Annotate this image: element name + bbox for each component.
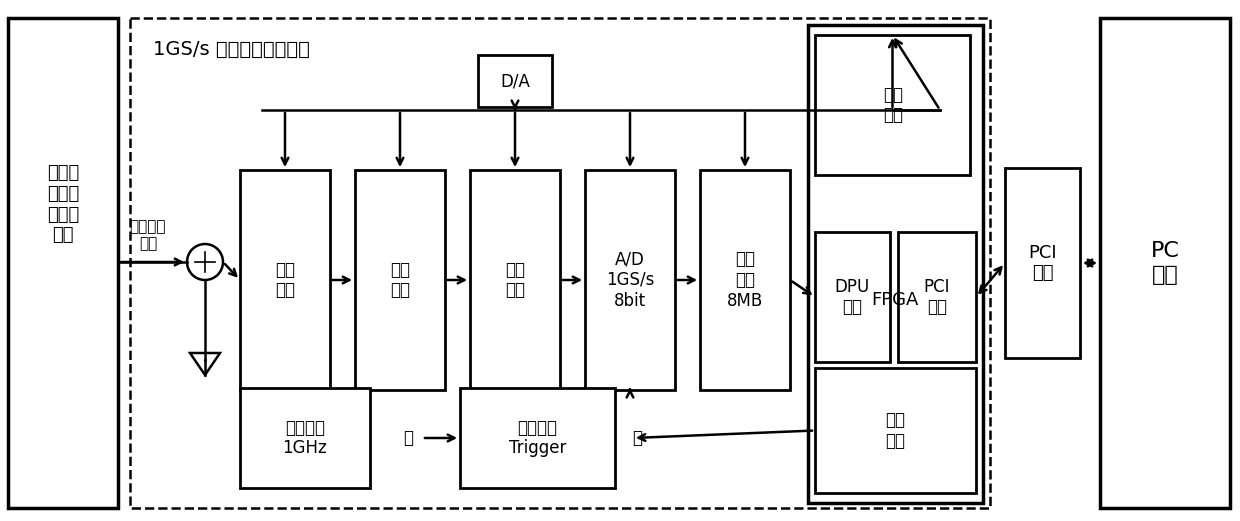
Text: 外: 外	[403, 429, 413, 447]
Text: PCI
接口: PCI 接口	[924, 278, 950, 316]
Text: 随机事
件电子
学探测
电路: 随机事 件电子 学探测 电路	[47, 164, 79, 244]
Bar	[1100, 18, 1230, 508]
Text: 放大
电路: 放大 电路	[505, 260, 525, 300]
Text: 采样
控制: 采样 控制	[883, 85, 903, 125]
Bar	[815, 368, 976, 493]
Text: FPGA: FPGA	[872, 291, 919, 309]
Text: DPU
单元: DPU 单元	[835, 278, 870, 316]
Text: 1GS/s 超高速数据采集卡: 1GS/s 超高速数据采集卡	[153, 40, 310, 59]
Bar	[1004, 168, 1080, 358]
Bar	[470, 170, 560, 390]
Bar	[355, 170, 445, 390]
Text: 高速
缓存
8MB: 高速 缓存 8MB	[727, 250, 763, 310]
Bar	[460, 388, 615, 488]
Bar	[701, 170, 790, 390]
Text: 脉冲信号
输入: 脉冲信号 输入	[130, 219, 166, 251]
Bar	[585, 170, 675, 390]
Bar	[898, 232, 976, 362]
Bar	[815, 232, 890, 362]
Text: A/D
1GS/s
8bit: A/D 1GS/s 8bit	[606, 250, 655, 310]
Text: 时钟电路
1GHz: 时钟电路 1GHz	[283, 418, 327, 457]
Text: 前置
滤波: 前置 滤波	[275, 260, 295, 300]
Text: PC
主机: PC 主机	[1151, 241, 1179, 284]
Text: PCI
总线: PCI 总线	[1028, 244, 1056, 282]
Bar	[808, 25, 983, 503]
Text: 触发
控制: 触发 控制	[885, 411, 905, 450]
Text: D/A: D/A	[500, 72, 529, 90]
Text: 内: 内	[632, 429, 642, 447]
Bar	[241, 388, 370, 488]
Bar	[815, 35, 970, 175]
Bar	[130, 18, 990, 508]
Bar	[7, 18, 118, 508]
Bar	[241, 170, 330, 390]
Text: 触发电路
Trigger: 触发电路 Trigger	[508, 418, 567, 457]
Bar	[477, 55, 552, 107]
Text: 衰减
电路: 衰减 电路	[391, 260, 410, 300]
